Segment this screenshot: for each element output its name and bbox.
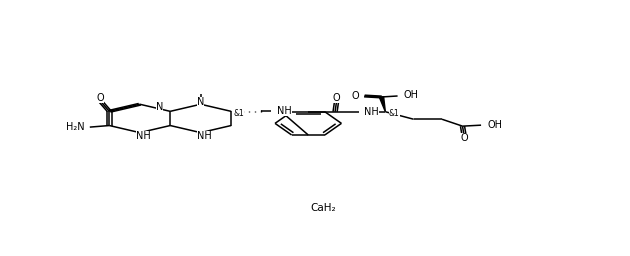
Text: NH: NH [277,106,292,116]
Text: NH: NH [136,131,151,141]
Text: &1: &1 [389,109,399,118]
Text: NH: NH [197,131,212,141]
Text: CaH₂: CaH₂ [310,203,336,213]
Text: H₂N: H₂N [66,122,84,132]
Text: N: N [197,97,204,107]
Polygon shape [379,97,386,112]
Text: NH: NH [364,107,379,117]
Text: O: O [333,93,340,103]
Text: OH: OH [403,90,418,100]
Text: O: O [97,93,105,103]
Text: O: O [352,91,360,101]
Text: OH: OH [488,120,503,130]
Text: N: N [156,102,163,112]
Text: &1: &1 [234,109,244,118]
Text: O: O [460,133,468,143]
